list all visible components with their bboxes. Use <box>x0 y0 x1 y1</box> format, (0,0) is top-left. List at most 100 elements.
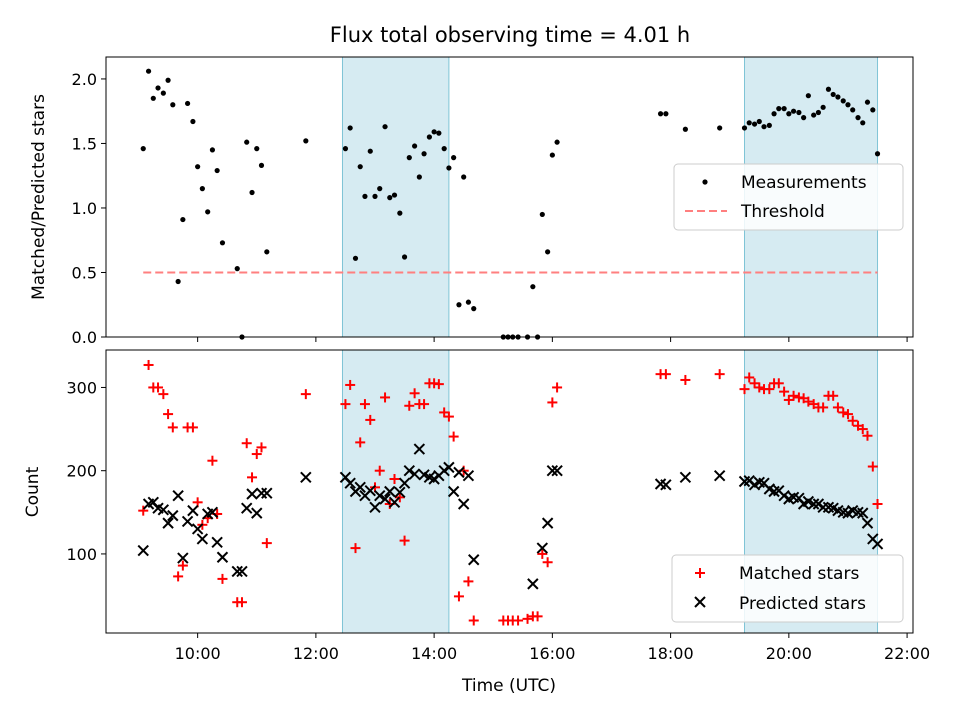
matched-stars-point <box>552 382 563 393</box>
measurements-point <box>461 174 467 180</box>
matched-stars-point <box>359 399 370 410</box>
predicted-stars-point <box>541 517 554 529</box>
predicted-stars-point <box>384 485 396 498</box>
matched-stars-point <box>355 437 366 448</box>
measurements-point <box>446 165 452 171</box>
predicted-stars-point <box>861 517 874 529</box>
measurements-point <box>209 147 216 153</box>
measurements-point <box>254 146 260 152</box>
matched-stars-point <box>251 449 262 460</box>
measurements-point <box>195 164 201 170</box>
matched-stars-point <box>867 461 878 472</box>
measurements-point <box>155 85 161 91</box>
predicted-stars-point <box>187 504 199 517</box>
matched-stars-point <box>754 382 765 393</box>
legend-marker-predicted <box>694 596 706 608</box>
predicted-stars-point <box>162 517 174 529</box>
predicted-stars-point <box>388 496 401 509</box>
measurements-point <box>776 106 782 112</box>
predicted-stars-point <box>236 565 248 578</box>
measurements-point <box>657 111 664 117</box>
measurements-point <box>362 193 368 199</box>
measurements-point <box>406 155 412 161</box>
measurements-point <box>825 86 832 92</box>
measurements-point <box>835 94 841 100</box>
matched-stars-point <box>389 474 400 485</box>
x-tick-label: 16:00 <box>529 644 575 663</box>
matched-stars-point <box>537 548 548 559</box>
chart-title: Flux total observing time = 4.01 h <box>330 23 690 47</box>
matched-stars-point <box>842 409 853 420</box>
predicted-stars-point <box>453 466 465 479</box>
measurements-point <box>412 143 418 149</box>
measurements-point <box>249 189 255 196</box>
measurements-point <box>205 209 211 215</box>
x-tick-label: 10:00 <box>175 644 221 663</box>
measurements-point <box>145 68 152 74</box>
matched-stars-point <box>207 455 218 466</box>
measurements-point <box>391 192 398 198</box>
matched-stars-point <box>404 400 415 411</box>
measurements-point <box>377 186 383 192</box>
measurements-point <box>175 278 181 285</box>
matched-stars-point <box>158 389 169 400</box>
legend-label-predicted: Predicted stars <box>739 594 866 614</box>
predicted-stars-point <box>447 485 460 498</box>
matched-stars-point <box>872 498 883 509</box>
predicted-stars-point <box>660 479 672 491</box>
measurements-point <box>357 164 363 170</box>
predicted-stars-point <box>536 542 549 554</box>
matched-stars-point <box>838 407 849 418</box>
x-axis-label: Time (UTC) <box>461 676 556 696</box>
predicted-stars-point <box>408 468 421 480</box>
matched-stars-point <box>680 374 691 385</box>
matched-stars-point <box>803 396 814 407</box>
predicted-stars-point <box>167 509 179 522</box>
matched-stars-point <box>433 379 444 390</box>
measurements-point <box>870 107 876 113</box>
matched-stars-point <box>365 414 376 425</box>
bottom-panel: 100 200 300 10:00 12:00 14:00 16:00 18:00 20:00 2… <box>23 349 930 696</box>
measurements-point <box>382 124 388 130</box>
measurements-point <box>530 284 536 290</box>
measurements-point <box>840 98 846 104</box>
matched-stars-point <box>542 557 553 568</box>
matched-stars-point <box>764 384 775 395</box>
matched-stars-point <box>818 402 829 413</box>
matched-stars-point <box>522 613 533 624</box>
y-tick-label: 300 <box>66 378 97 397</box>
matched-stars-point <box>779 386 790 397</box>
matched-stars-point <box>453 591 464 602</box>
predicted-stars-point <box>379 493 391 505</box>
measurements-point <box>771 111 777 117</box>
predicted-stars-point <box>546 464 559 477</box>
matched-stars-point <box>788 390 799 401</box>
measurements-point <box>160 90 166 96</box>
matched-stars-point <box>236 597 247 608</box>
predicted-stars-point <box>241 502 253 514</box>
measurements-point <box>303 138 309 144</box>
measurements-point <box>150 95 156 101</box>
legend-top: Measurements Threshold <box>673 163 904 231</box>
matched-stars-point <box>773 378 784 389</box>
predicted-stars-point <box>443 461 455 474</box>
predicted-stars-point <box>551 464 563 477</box>
matched-stars-point <box>300 389 311 400</box>
matched-stars-point <box>177 560 188 571</box>
legend-label-measurements: Measurements <box>741 173 867 193</box>
matched-stars-point <box>532 611 543 622</box>
matched-stars-point <box>443 411 454 422</box>
measurements-point <box>342 146 349 152</box>
predicted-stars-point <box>177 552 189 564</box>
measurements-point <box>756 118 762 125</box>
measurements-point <box>421 151 427 157</box>
predicted-stars-point <box>413 443 426 455</box>
measurements-point <box>367 148 373 154</box>
measurements-point <box>741 125 748 131</box>
predicted-stars-point <box>261 487 273 499</box>
matched-stars-point <box>660 369 671 380</box>
measurements-point <box>554 139 560 145</box>
matched-stars-point <box>350 543 361 554</box>
measurements-point <box>244 139 250 145</box>
matched-stars-point <box>380 392 391 403</box>
